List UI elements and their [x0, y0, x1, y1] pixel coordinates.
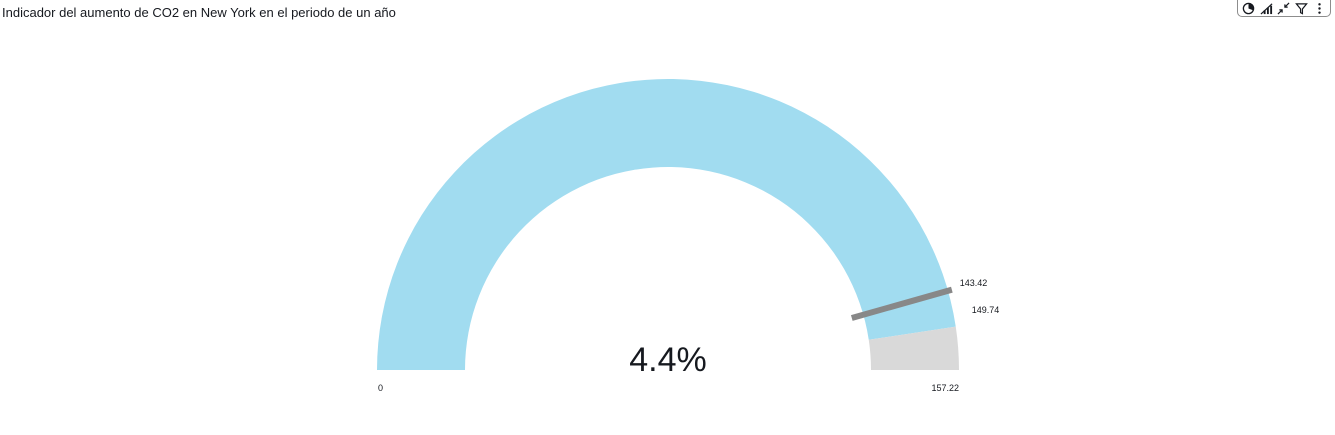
filter-button[interactable] — [1294, 1, 1309, 16]
gauge-target-label: 143.42 — [960, 278, 988, 288]
gauge-remainder-arc — [868, 326, 959, 370]
visual-toolbar — [1237, 0, 1331, 17]
collapse-button[interactable] — [1276, 1, 1291, 16]
gauge-value-label: 149.74 — [972, 305, 1000, 315]
gauge-value-arc — [377, 79, 956, 370]
chart-title: Indicador del aumento de CO2 en New York… — [2, 5, 396, 20]
gauge-target-marker — [850, 286, 953, 321]
more-menu-button[interactable] — [1312, 1, 1327, 16]
focus-icon — [1243, 2, 1255, 14]
gauge-min-label: 0 — [378, 383, 383, 393]
chart-type-icon — [1260, 2, 1273, 15]
gauge-center-label: 4.4% — [629, 341, 707, 379]
filter-icon — [1295, 2, 1308, 15]
gauge-max-label: 157.22 — [931, 383, 959, 393]
chart-type-button[interactable] — [1259, 1, 1274, 16]
focus-button[interactable] — [1241, 1, 1256, 16]
collapse-icon — [1277, 2, 1290, 14]
more-menu-icon — [1317, 2, 1321, 14]
